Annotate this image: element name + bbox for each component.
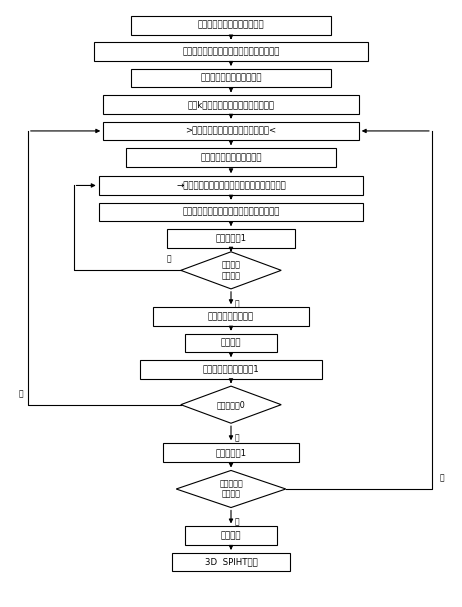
FancyBboxPatch shape [126, 148, 336, 167]
Polygon shape [181, 252, 281, 289]
Text: 谱段序号加1: 谱段序号加1 [215, 234, 247, 243]
Text: 否: 否 [167, 254, 172, 263]
Text: 构建分形多小波滤波器矩阵: 构建分形多小波滤波器矩阵 [200, 73, 262, 83]
Text: 层数是否为0: 层数是否为0 [217, 400, 245, 409]
Text: 更新图像: 更新图像 [221, 338, 241, 347]
Text: 是否大于
总谱段数: 是否大于 总谱段数 [221, 260, 241, 280]
FancyBboxPatch shape [103, 121, 359, 140]
Text: 分层多小波变换层数减1: 分层多小波变换层数减1 [203, 365, 259, 374]
Text: 将第k组高光谱图像的谱段组数初始化: 将第k组高光谱图像的谱段组数初始化 [188, 100, 274, 109]
Text: 输入待压缩的三维高光谱图像: 输入待压缩的三维高光谱图像 [198, 21, 264, 30]
Text: →将扩展后的高光谱图像进行分形多小波行变换: →将扩展后的高光谱图像进行分形多小波行变换 [176, 181, 286, 190]
Text: 是: 是 [234, 433, 239, 443]
FancyBboxPatch shape [153, 307, 309, 326]
Polygon shape [181, 386, 281, 423]
Text: 是否大于总
谱段组数: 是否大于总 谱段组数 [219, 480, 243, 499]
Text: 是: 是 [234, 518, 239, 527]
FancyBboxPatch shape [163, 443, 299, 462]
Text: 对输入待压缩三维高光谱图像进行谱段分组: 对输入待压缩三维高光谱图像进行谱段分组 [182, 47, 280, 56]
Text: 分型多小波谱段变换: 分型多小波谱段变换 [208, 312, 254, 321]
FancyBboxPatch shape [131, 69, 331, 87]
FancyBboxPatch shape [140, 360, 322, 379]
FancyBboxPatch shape [98, 203, 364, 221]
Text: 量化系数: 量化系数 [221, 531, 241, 540]
Text: 是: 是 [234, 299, 239, 308]
FancyBboxPatch shape [94, 42, 368, 61]
Text: >扩展高光谱图像的行、列和谱段数<: >扩展高光谱图像的行、列和谱段数< [185, 126, 277, 135]
FancyBboxPatch shape [103, 95, 359, 114]
FancyBboxPatch shape [172, 553, 290, 571]
Text: 3D  SPIHT编码: 3D SPIHT编码 [205, 558, 257, 566]
Text: 否: 否 [18, 389, 23, 398]
Polygon shape [176, 470, 286, 507]
Text: 将行变换高光谱图像进行分形多小波列变换: 将行变换高光谱图像进行分形多小波列变换 [182, 208, 280, 216]
Text: 谱段组数加1: 谱段组数加1 [215, 448, 247, 457]
FancyBboxPatch shape [185, 334, 277, 352]
FancyBboxPatch shape [167, 229, 295, 248]
FancyBboxPatch shape [98, 176, 364, 195]
FancyBboxPatch shape [185, 526, 277, 545]
FancyBboxPatch shape [131, 16, 331, 35]
Text: 否: 否 [440, 473, 445, 482]
Text: 分层多小波变换层数初始化: 分层多小波变换层数初始化 [200, 153, 262, 162]
